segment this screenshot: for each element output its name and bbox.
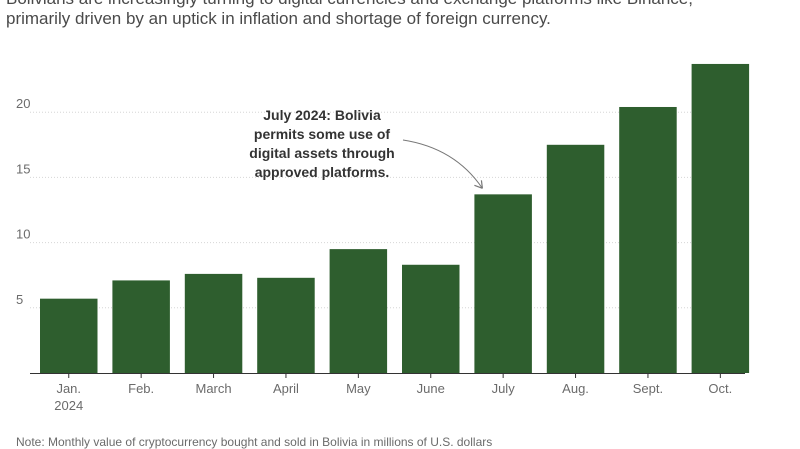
bar <box>184 273 243 373</box>
x-tick-label: April <box>273 381 299 396</box>
annotation-line: approved platforms. <box>255 164 390 180</box>
intro-line-1: Bolivians are increasingly turning to di… <box>6 0 796 11</box>
x-tick-label: Oct. <box>708 381 732 396</box>
x-tick-sublabel: 2024 <box>54 398 83 413</box>
y-tick-label: 5 <box>16 292 23 307</box>
annotation-line: digital assets through <box>249 145 394 161</box>
y-tick-label: 15 <box>16 161 30 176</box>
x-tick-label: May <box>346 381 371 396</box>
intro-line-2: primarily driven by an uptick in inflati… <box>6 9 551 28</box>
annotation-line: July 2024: Bolivia <box>263 107 381 123</box>
bar <box>112 280 170 373</box>
x-tick-label: Aug. <box>562 381 589 396</box>
x-tick-label: Feb. <box>128 381 154 396</box>
bar <box>474 194 532 373</box>
chart-note: Note: Monthly value of cryptocurrency bo… <box>16 435 493 449</box>
annotation-arrow <box>402 139 483 189</box>
bar <box>619 106 677 373</box>
bar <box>40 298 98 373</box>
x-tick-label: Sept. <box>633 381 663 396</box>
bar <box>546 144 605 373</box>
bar <box>402 264 460 373</box>
x-tick-label: Jan. <box>56 381 81 396</box>
annotation-arrowhead <box>474 180 483 189</box>
y-tick-label: 20 <box>16 96 30 111</box>
y-tick-label: 10 <box>16 227 30 242</box>
bar <box>691 63 750 374</box>
annotation-line: permits some use of <box>254 126 390 142</box>
x-tick-label: June <box>417 381 445 396</box>
bar <box>257 277 315 373</box>
x-tick-label: March <box>195 381 231 396</box>
bar <box>329 249 388 373</box>
x-tick-label: July <box>492 381 516 396</box>
